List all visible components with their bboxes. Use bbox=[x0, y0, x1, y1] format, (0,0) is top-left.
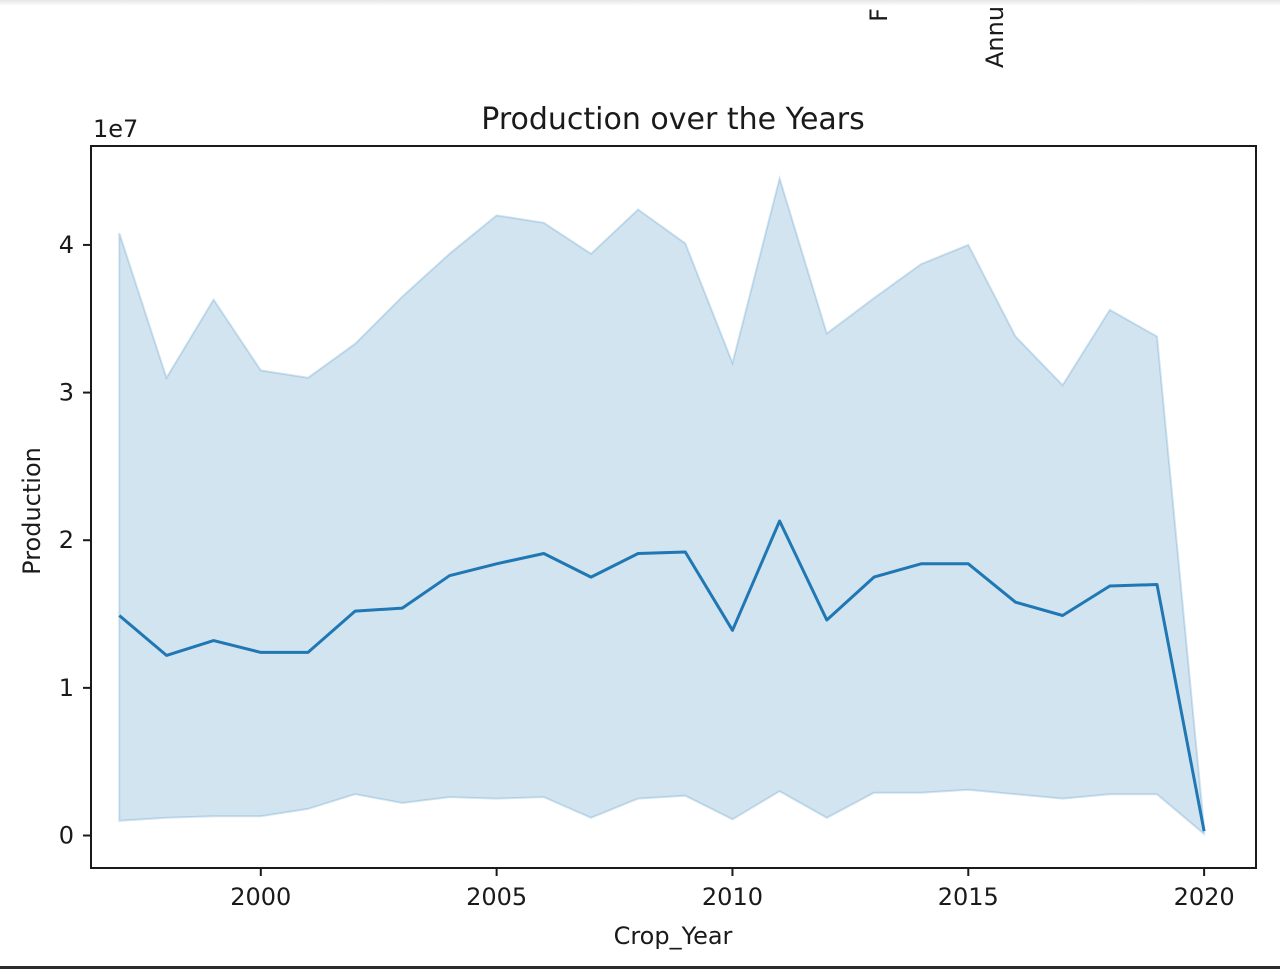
bottom-border bbox=[0, 966, 1280, 969]
series-line bbox=[118, 519, 1206, 832]
plot-area bbox=[118, 174, 1206, 837]
y-axis: 0 1 2 3 4 bbox=[59, 231, 91, 850]
x-tick-label: 2000 bbox=[230, 883, 291, 911]
clipped-label-1: F bbox=[865, 8, 893, 22]
x-axis-label: Crop_Year bbox=[614, 922, 733, 950]
y-axis-label: Production bbox=[18, 447, 46, 575]
x-axis: 2000 2005 2010 2015 2020 bbox=[230, 868, 1235, 911]
y-offset-text: 1e7 bbox=[93, 115, 138, 143]
x-tick-label: 2015 bbox=[938, 883, 999, 911]
y-tick-label: 3 bbox=[59, 379, 74, 407]
plot-frame bbox=[90, 145, 1257, 869]
x-tick-label: 2020 bbox=[1174, 883, 1235, 911]
confidence-band bbox=[118, 174, 1206, 837]
y-tick-label: 2 bbox=[59, 526, 74, 554]
x-tick-label: 2005 bbox=[466, 883, 527, 911]
y-tick-label: 1 bbox=[59, 674, 74, 702]
y-tick-label: 0 bbox=[59, 822, 74, 850]
chart-title: Production over the Years bbox=[481, 102, 865, 137]
x-tick-label: 2010 bbox=[702, 883, 763, 911]
top-strip bbox=[0, 0, 1280, 6]
clipped-label-2: Annu bbox=[981, 6, 1009, 68]
y-tick-label: 4 bbox=[59, 231, 74, 259]
